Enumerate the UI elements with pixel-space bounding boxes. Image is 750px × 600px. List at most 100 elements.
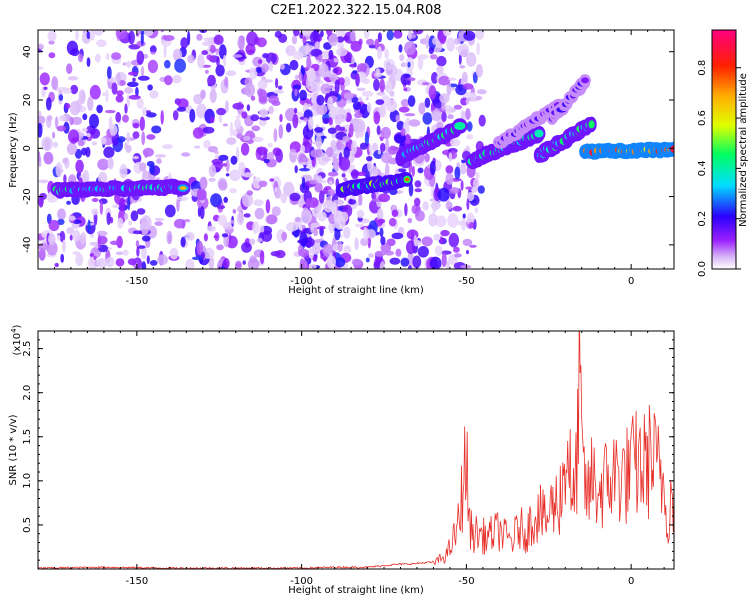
- noise-blob: [337, 107, 347, 123]
- noise-blob: [379, 227, 384, 238]
- noise-blob: [222, 123, 229, 127]
- noise-blob: [115, 94, 124, 103]
- noise-blob: [176, 196, 189, 201]
- x-tick-label: -150: [126, 276, 149, 287]
- y-tick-label: -40: [22, 237, 33, 253]
- noise-blob: [328, 117, 333, 126]
- noise-blob: [259, 250, 265, 265]
- noise-blob: [351, 140, 358, 155]
- noise-blob: [325, 147, 334, 158]
- noise-blob: [354, 223, 365, 228]
- noise-blob: [472, 72, 478, 84]
- noise-blob: [355, 73, 360, 87]
- noise-blob: [358, 192, 363, 206]
- noise-blob: [430, 201, 441, 210]
- noise-blob: [66, 227, 75, 235]
- noise-blob: [429, 160, 436, 176]
- noise-blob: [472, 178, 480, 190]
- noise-blob: [48, 52, 56, 59]
- noise-blob: [48, 40, 55, 45]
- noise-blob: [273, 89, 285, 94]
- noise-blob: [345, 108, 352, 115]
- noise-blob: [78, 89, 86, 104]
- noise-blob: [384, 250, 395, 256]
- colorbar-tick-label: 0.0: [697, 261, 708, 277]
- noise-blob: [136, 50, 145, 65]
- noise-blob: [448, 232, 459, 248]
- noise-blob: [316, 175, 323, 184]
- noise-blob: [128, 221, 133, 226]
- noise-blob: [214, 150, 219, 155]
- y-tick-label: 20: [22, 94, 33, 107]
- noise-blob: [274, 250, 286, 259]
- noise-blob: [335, 30, 346, 39]
- noise-blob: [230, 155, 238, 165]
- noise-blob: [298, 248, 309, 258]
- noise-blob: [252, 136, 264, 142]
- noise-blob: [334, 227, 341, 241]
- x-tick-label: -50: [458, 276, 474, 287]
- noise-blob: [117, 217, 124, 229]
- noise-blob: [141, 131, 146, 146]
- noise-blob: [291, 35, 298, 45]
- noise-blob: [318, 190, 325, 204]
- noise-blob: [297, 239, 309, 244]
- noise-blob: [261, 230, 273, 242]
- noise-blob: [81, 147, 88, 156]
- noise-blob: [475, 30, 485, 40]
- noise-blob: [181, 152, 191, 157]
- noise-blob: [350, 40, 362, 52]
- noise-blob: [349, 63, 357, 68]
- noise-blob: [337, 42, 345, 49]
- noise-blob: [199, 176, 208, 190]
- noise-blob: [96, 230, 108, 237]
- noise-blob: [236, 146, 240, 162]
- noise-blob: [89, 30, 95, 41]
- noise-blob: [431, 72, 439, 84]
- noise-blob: [164, 204, 176, 218]
- noise-blob: [268, 105, 274, 115]
- noise-blob: [307, 116, 314, 131]
- noise-blob: [400, 257, 410, 267]
- noise-blob: [197, 53, 205, 69]
- noise-blob: [104, 109, 116, 114]
- noise-blob: [301, 176, 306, 190]
- noise-blob: [102, 92, 106, 97]
- noise-blob: [38, 110, 42, 118]
- noise-blob: [69, 116, 74, 126]
- noise-blob: [42, 239, 47, 244]
- noise-blob: [379, 78, 385, 93]
- noise-blob: [312, 264, 317, 269]
- noise-blob: [238, 35, 245, 51]
- noise-blob: [333, 202, 338, 217]
- noise-blob: [94, 53, 101, 63]
- noise-blob: [70, 84, 79, 95]
- noise-blob: [185, 232, 195, 241]
- noise-blob: [246, 31, 258, 47]
- noise-blob: [400, 73, 411, 86]
- noise-blob: [106, 212, 111, 226]
- noise-blob: [368, 253, 374, 258]
- noise-blob: [299, 32, 304, 39]
- noise-blob: [38, 66, 44, 70]
- noise-blob: [366, 229, 376, 239]
- noise-blob: [97, 158, 110, 171]
- noise-blob: [395, 248, 402, 257]
- noise-blob: [172, 74, 182, 84]
- noise-blob: [258, 180, 268, 187]
- noise-blob: [461, 159, 466, 164]
- noise-blob: [226, 235, 238, 249]
- noise-blob: [453, 104, 463, 110]
- snr-frame: [37, 330, 675, 570]
- noise-blob: [199, 206, 205, 220]
- noise-blob: [447, 114, 454, 120]
- noise-blob: [250, 95, 256, 101]
- band-core-6: [581, 77, 589, 84]
- noise-blob: [232, 102, 244, 110]
- noise-blob: [256, 238, 263, 243]
- noise-blob: [365, 257, 370, 263]
- noise-blob: [240, 142, 250, 156]
- noise-blob: [81, 127, 88, 133]
- noise-blob: [75, 159, 84, 174]
- noise-blob: [157, 254, 169, 265]
